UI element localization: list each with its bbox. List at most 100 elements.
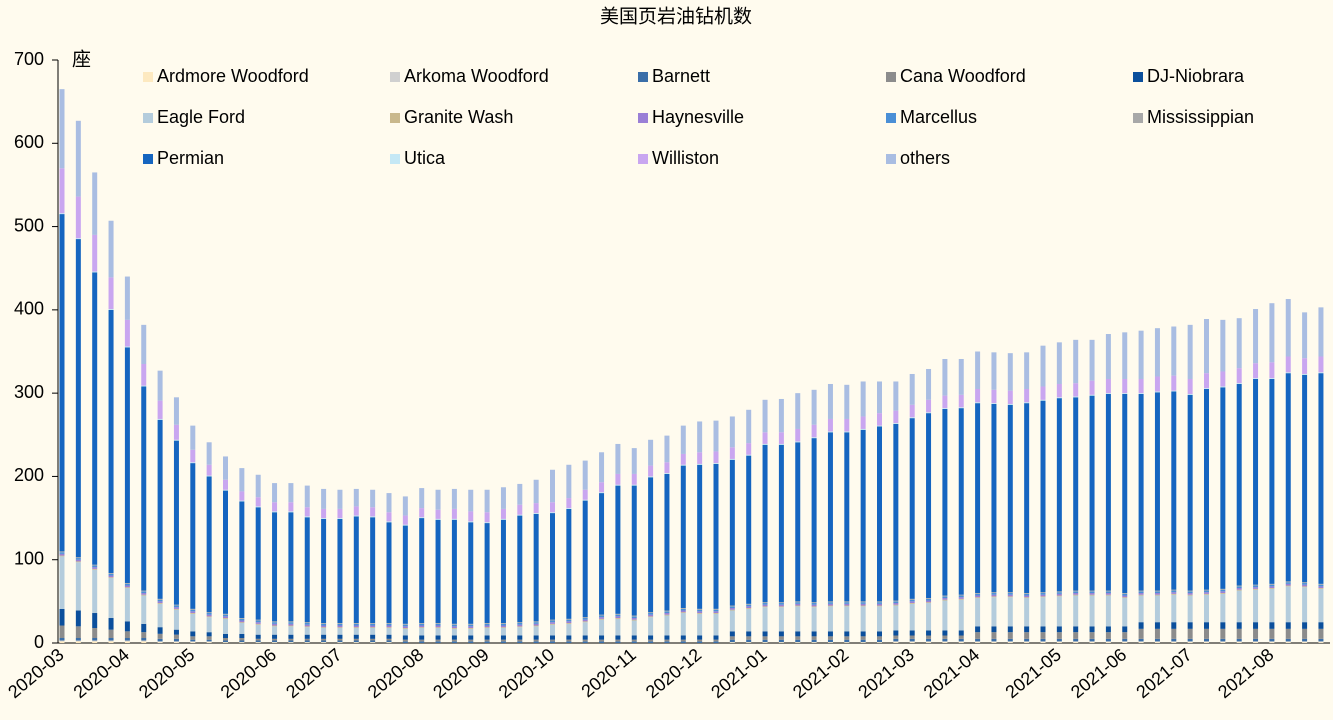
x-tick-label: 2021-01 bbox=[707, 644, 770, 702]
bar-segment bbox=[124, 631, 130, 639]
bar-segment bbox=[500, 628, 506, 636]
bar-segment bbox=[1122, 641, 1128, 643]
bar-segment bbox=[1253, 363, 1259, 379]
bar-segment bbox=[451, 626, 457, 629]
bar-segment bbox=[1105, 590, 1111, 592]
bar-segment bbox=[1236, 588, 1242, 590]
bar-segment bbox=[435, 489, 441, 510]
legend-swatch bbox=[886, 113, 896, 123]
x-tick-label: 2021-03 bbox=[854, 644, 917, 702]
bar-segment bbox=[402, 623, 408, 625]
bar-segment bbox=[1105, 393, 1111, 394]
bar-segment bbox=[975, 641, 981, 643]
bar-segment bbox=[190, 631, 196, 637]
bar-segment bbox=[795, 639, 801, 643]
bar-segment bbox=[402, 628, 408, 636]
bar-segment bbox=[206, 464, 212, 476]
bar-segment bbox=[697, 464, 703, 609]
bar-segment bbox=[1040, 596, 1046, 598]
bar-segment bbox=[435, 641, 441, 643]
bar-segment bbox=[533, 622, 539, 624]
bar-segment bbox=[893, 638, 899, 642]
bar-segment bbox=[141, 595, 147, 624]
bar-segment bbox=[1122, 593, 1128, 594]
bar-segment bbox=[991, 594, 997, 597]
bar-segment bbox=[517, 639, 523, 642]
bar-segment bbox=[173, 397, 179, 425]
bar-segment bbox=[648, 641, 654, 643]
bar-segment bbox=[778, 603, 784, 605]
bar-segment bbox=[599, 615, 605, 618]
bar-segment bbox=[1220, 588, 1226, 590]
bar-segment bbox=[1285, 642, 1291, 643]
bar-segment bbox=[1318, 373, 1324, 584]
bar-segment bbox=[697, 635, 703, 640]
bar-segment bbox=[419, 508, 425, 518]
bar-segment bbox=[664, 613, 670, 615]
bar-segment bbox=[1187, 378, 1193, 394]
bar-segment bbox=[141, 386, 147, 591]
bar-segment bbox=[991, 593, 997, 595]
bar-segment bbox=[1040, 594, 1046, 597]
bar-segment bbox=[1236, 585, 1242, 587]
bar-segment bbox=[59, 214, 65, 552]
bar-segment bbox=[1138, 593, 1144, 595]
bar-segment bbox=[648, 635, 654, 640]
bar-segment bbox=[272, 623, 278, 626]
bar-segment bbox=[631, 619, 637, 621]
bar-segment bbox=[844, 431, 850, 433]
bar-segment bbox=[909, 603, 915, 631]
bar-segment bbox=[288, 512, 294, 622]
bar-segment bbox=[844, 603, 850, 606]
bar-segment bbox=[255, 474, 261, 498]
bar-segment bbox=[1154, 641, 1160, 643]
x-tick-label: 2020-07 bbox=[282, 644, 345, 702]
bar-segment bbox=[1204, 319, 1209, 374]
bar-segment bbox=[1204, 590, 1209, 593]
bar-segment bbox=[1105, 393, 1111, 591]
bar-segment bbox=[631, 485, 637, 616]
bar-segment bbox=[223, 640, 228, 643]
bar-segment bbox=[1073, 595, 1079, 627]
bar-segment bbox=[991, 626, 997, 633]
bar-segment bbox=[1187, 638, 1193, 642]
bar-segment bbox=[664, 473, 670, 474]
bar-segment bbox=[533, 513, 539, 622]
bar-segment bbox=[582, 618, 588, 620]
bar-segment bbox=[550, 624, 555, 636]
bar-segment bbox=[1089, 641, 1095, 643]
bar-segment bbox=[680, 612, 686, 614]
legend-label: DJ-Niobrara bbox=[1147, 66, 1245, 86]
bar-segment bbox=[1105, 593, 1111, 595]
bar-segment bbox=[386, 521, 392, 523]
bar-segment bbox=[206, 632, 212, 637]
bar-segment bbox=[778, 642, 784, 643]
bar-segment bbox=[860, 381, 866, 417]
bar-segment bbox=[337, 638, 343, 641]
bar-segment bbox=[1269, 378, 1275, 584]
bar-segment bbox=[648, 614, 654, 617]
bar-segment bbox=[958, 358, 964, 395]
bar-segment bbox=[304, 517, 310, 623]
bar-segment bbox=[811, 424, 817, 438]
bar-segment bbox=[353, 506, 359, 516]
bar-segment bbox=[958, 630, 964, 636]
bar-segment bbox=[615, 443, 621, 474]
bar-segment bbox=[1122, 638, 1128, 642]
bar-segment bbox=[599, 635, 605, 640]
bar-segment bbox=[778, 631, 784, 637]
bar-segment bbox=[844, 602, 850, 604]
bar-segment bbox=[795, 441, 801, 443]
bar-segment bbox=[1220, 371, 1226, 387]
bar-segment bbox=[92, 565, 98, 568]
bar-segment bbox=[500, 635, 506, 640]
bar-segment bbox=[304, 638, 310, 641]
bar-segment bbox=[1154, 622, 1160, 629]
bar-segment bbox=[124, 641, 130, 643]
bar-segment bbox=[157, 601, 163, 604]
bar-segment bbox=[272, 621, 278, 623]
bar-segment bbox=[1105, 632, 1111, 639]
bar-segment bbox=[304, 516, 310, 518]
bar-segment bbox=[827, 606, 833, 632]
